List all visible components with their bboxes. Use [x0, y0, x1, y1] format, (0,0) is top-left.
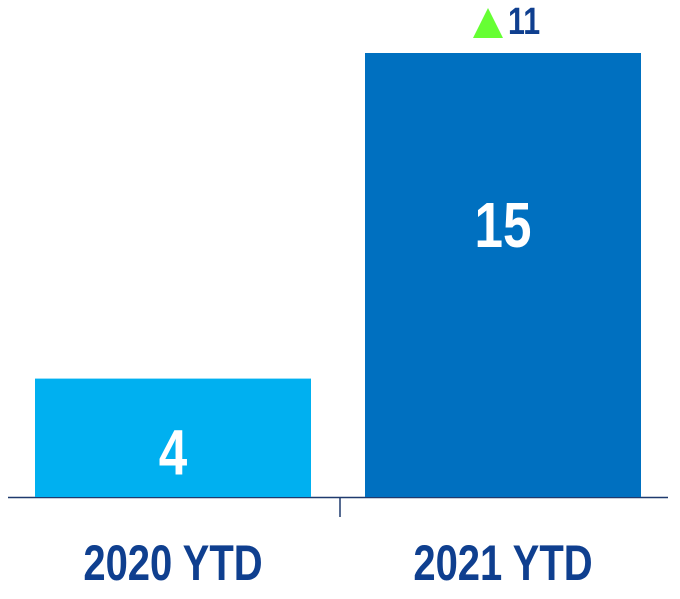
x-tick-label: 2020 YTD [83, 535, 262, 591]
bar [365, 53, 641, 497]
x-tick-label: 2021 YTD [413, 535, 592, 591]
change-label: 11 [508, 1, 540, 43]
bar [35, 378, 311, 497]
value-label: 15 [475, 191, 532, 262]
value-label: 4 [159, 418, 187, 489]
change-arrow [473, 8, 503, 38]
